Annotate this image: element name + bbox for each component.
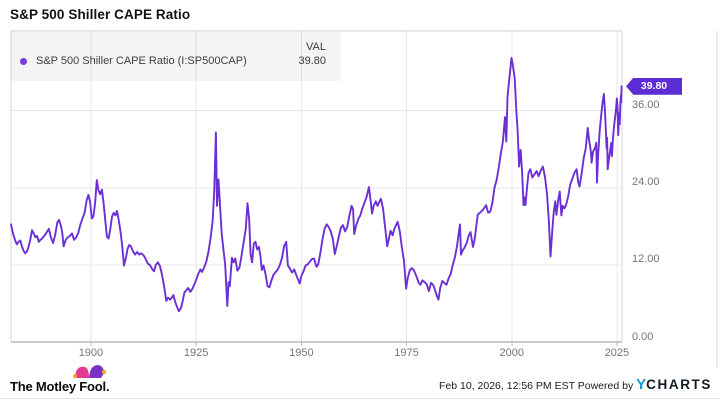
jester-hat-icon bbox=[73, 365, 106, 378]
y-axis-tick-label: 24.00 bbox=[632, 176, 660, 189]
legend-val-value: 39.80 bbox=[298, 55, 326, 67]
page-title: S&P 500 Shiller CAPE Ratio bbox=[10, 7, 191, 22]
legend-val-header: VAL bbox=[306, 41, 326, 53]
chart-timestamp: Feb 10, 2026, 12:56 PM EST bbox=[439, 380, 575, 392]
legend-series-label: S&P 500 Shiller CAPE Ratio (I:SP500CAP) bbox=[36, 55, 247, 67]
x-axis-tick-label: 2000 bbox=[499, 347, 524, 359]
powered-by-label: Powered by bbox=[574, 380, 637, 392]
motley-fool-wordmark: The Motley Fool. bbox=[10, 379, 110, 394]
y-axis-tick-label: 0.00 bbox=[632, 330, 654, 343]
bottom-divider bbox=[0, 398, 720, 399]
x-axis-tick-label: 1925 bbox=[183, 347, 209, 359]
y-axis-tick-label: 36.00 bbox=[632, 99, 660, 112]
x-axis-tick-label: 1975 bbox=[394, 347, 419, 359]
legend-series-dot bbox=[20, 58, 27, 65]
ycharts-logo-text: CHARTS bbox=[646, 377, 712, 392]
x-axis-tick-label: 1900 bbox=[78, 347, 104, 359]
footer-attribution: Feb 10, 2026, 12:56 PM EST Powered by YC… bbox=[300, 374, 712, 396]
y-axis-tick-label: 12.00 bbox=[632, 253, 660, 266]
legend-box: S&P 500 Shiller CAPE Ratio (I:SP500CAP) … bbox=[11, 32, 341, 81]
x-axis-tick-label: 2025 bbox=[604, 347, 630, 359]
last-value-badge: 39.80 bbox=[626, 77, 682, 95]
series-line bbox=[10, 57, 623, 313]
x-axis-tick-label: 1950 bbox=[289, 347, 314, 359]
ycharts-logo-y: Y bbox=[636, 376, 647, 393]
